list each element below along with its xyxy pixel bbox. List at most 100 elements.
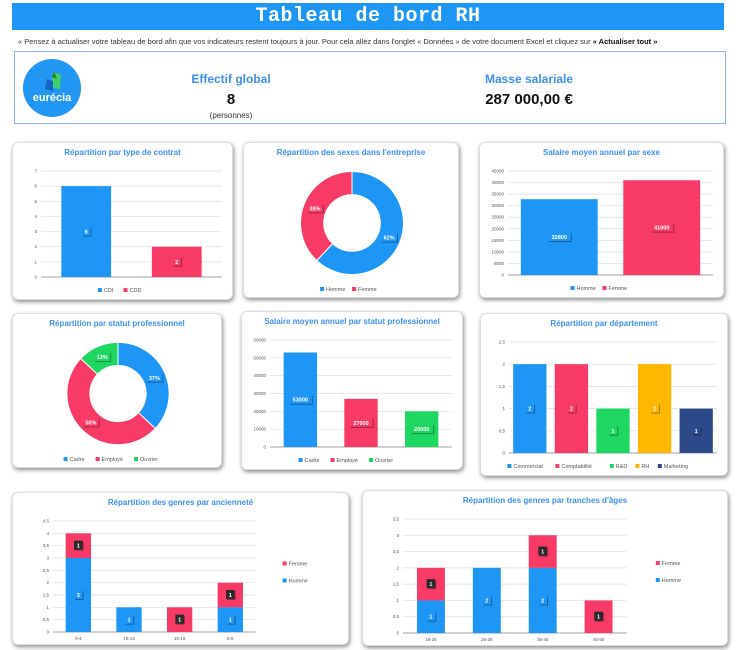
dashboard-title: Tableau de bord RH xyxy=(12,3,724,30)
data-label: 20000 xyxy=(414,427,429,433)
y-tick-label: 3,5 xyxy=(393,517,400,522)
y-tick-label: 5000 xyxy=(494,261,505,266)
data-label: 27000 xyxy=(353,421,368,427)
data-label: 2 xyxy=(653,407,656,413)
data-label: 3 xyxy=(77,593,80,599)
y-tick-label: 60000 xyxy=(253,338,266,343)
legend-label: Homme xyxy=(326,287,345,293)
legend-label: R&D xyxy=(616,464,628,470)
data-label-box xyxy=(82,417,99,427)
legend-label: Employé xyxy=(337,458,358,464)
data-label: 1 xyxy=(611,429,614,435)
chart-svg: 0 5000 10000 15000 20000 25000 30000 35000 40000… xyxy=(491,169,713,292)
chart-title: Répartition des genres par ancienneté xyxy=(107,498,254,507)
y-tick-label: 1,5 xyxy=(43,593,50,598)
data-label-box xyxy=(226,590,235,599)
data-label: 1 xyxy=(178,618,181,624)
x-tick-label: 15-19 xyxy=(174,636,186,641)
data-label: 13% xyxy=(97,355,108,361)
legend-label: Femme xyxy=(358,287,377,293)
data-label: 62% xyxy=(384,236,395,242)
chart-card: Répartition des genres par ancienneté 0 0,… xyxy=(12,492,349,645)
y-tick-label: 3 xyxy=(34,229,37,234)
data-label: 32800 xyxy=(552,235,567,241)
chart-card: Répartition des genres par tranches d'âg… xyxy=(362,490,728,646)
data-label: 1 xyxy=(77,544,80,550)
legend-swatch xyxy=(635,464,640,468)
legend-swatch xyxy=(63,457,68,461)
legend-swatch xyxy=(282,561,287,566)
y-tick-label: 3,5 xyxy=(43,543,50,548)
legend-label: Ouvrier xyxy=(140,457,158,463)
data-label-box xyxy=(691,425,701,435)
legend-swatch xyxy=(123,288,128,292)
y-tick-label: 10000 xyxy=(253,427,266,432)
data-label-box xyxy=(410,424,434,434)
legend-label: Commercial xyxy=(513,464,542,470)
data-label: 1 xyxy=(229,593,232,599)
chart-title: Répartition par type de contrat xyxy=(64,148,181,157)
legend-label: Cadre xyxy=(70,457,85,463)
y-tick-label: 2 xyxy=(502,362,505,367)
legend-swatch xyxy=(369,458,373,462)
legend-swatch xyxy=(655,561,660,565)
chart-title: Salaire moyen annuel par sexe xyxy=(543,148,660,157)
chart-svg: 0 10000 20000 30000 40000 50000 60000 53000 2700… xyxy=(253,338,452,464)
data-label-box xyxy=(94,352,111,362)
data-label: 2 xyxy=(528,407,531,413)
y-tick-label: 30000 xyxy=(491,203,504,208)
y-tick-label: 2,5 xyxy=(393,549,400,554)
y-tick-label: 40000 xyxy=(253,373,266,378)
x-tick-label: 5-9 xyxy=(227,636,234,641)
data-label: 2 xyxy=(570,407,573,413)
leaf-icon xyxy=(45,71,61,91)
y-tick-label: 0,5 xyxy=(499,428,506,433)
data-label: 2 xyxy=(485,598,488,604)
donut-slice xyxy=(316,171,404,275)
legend-label: CDD xyxy=(130,288,142,294)
chart-card: Salaire moyen annuel par sexe 0 5000 10000 1… xyxy=(479,142,724,298)
legend-label: CDI xyxy=(104,288,114,294)
data-label-box xyxy=(594,611,603,621)
data-label: 2 xyxy=(541,598,544,604)
legend-swatch xyxy=(657,464,662,468)
y-tick-label: 3 xyxy=(396,533,399,538)
y-tick-label: 2,5 xyxy=(499,340,506,345)
data-label: 1 xyxy=(695,429,698,435)
legend-label: Femme xyxy=(662,561,681,567)
y-tick-label: 0 xyxy=(263,445,266,450)
legend-label: Femme xyxy=(289,562,308,568)
legend-swatch xyxy=(134,457,138,461)
x-tick-label: 26-35 xyxy=(481,637,493,642)
data-label-box xyxy=(608,425,618,435)
chart-card: Répartition par statut professionnel 37% 5… xyxy=(12,313,222,468)
data-label: 41000 xyxy=(654,226,669,232)
legend-label: Homme xyxy=(577,286,596,292)
payroll-label: Masse salariale xyxy=(484,72,574,86)
data-label-box xyxy=(426,579,436,589)
data-label-box xyxy=(226,614,235,624)
chart-svg: 37% 50% 13% Cadre Employé Ouvrier xyxy=(63,341,170,463)
data-label-box xyxy=(74,590,83,599)
chart-title: Répartition des sexes dans l'entreprise xyxy=(276,148,426,157)
data-label-box xyxy=(288,394,312,404)
y-tick-label: 1 xyxy=(34,259,37,264)
legend-swatch xyxy=(602,286,607,290)
y-tick-label: 5 xyxy=(34,199,37,204)
data-label: 38% xyxy=(309,206,320,212)
data-label-box xyxy=(547,232,571,242)
y-tick-label: 0 xyxy=(501,273,504,278)
y-tick-label: 1 xyxy=(396,598,399,603)
x-tick-label: 18-25 xyxy=(425,637,437,642)
chart-title: Salaire moyen annuel par statut professi… xyxy=(264,317,440,326)
chart-svg: 0 0,5 1 1,5 2 2,5 3 3,5 4 4,5 3 1 0-4 1 10-14 1 15-19 1 1 5… xyxy=(43,519,308,642)
y-tick-label: 25000 xyxy=(491,215,504,220)
chart-title: Répartition par département xyxy=(550,319,658,328)
legend-swatch xyxy=(507,464,512,468)
legend-label: Homme xyxy=(289,579,308,585)
legend-label: RH xyxy=(641,464,649,470)
data-label-box xyxy=(650,403,659,413)
x-tick-label: 10-14 xyxy=(123,636,135,641)
y-tick-label: 0,5 xyxy=(43,617,50,622)
data-label: 1 xyxy=(541,550,544,556)
